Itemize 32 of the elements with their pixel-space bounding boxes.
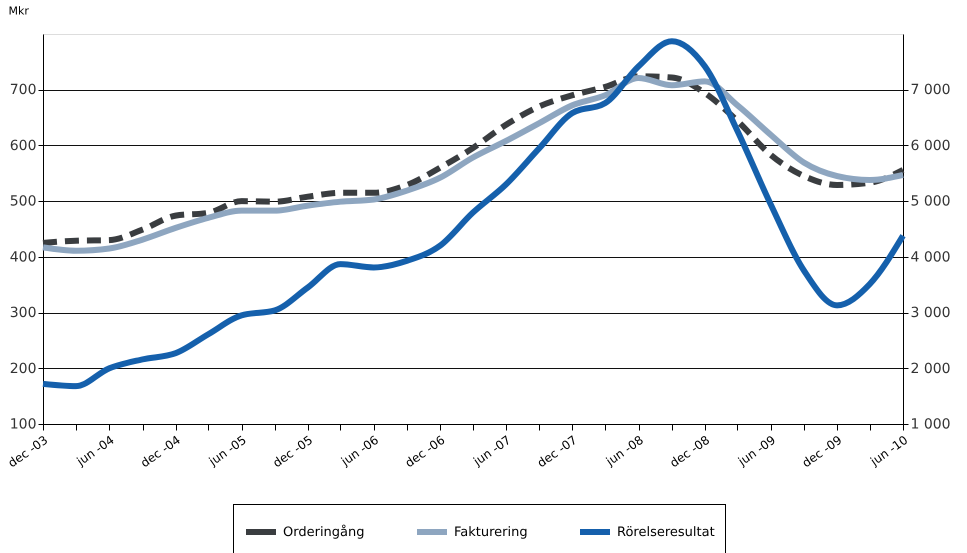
legend-label: Fakturering: [454, 525, 528, 540]
x-tick-label: dec -03: [5, 432, 50, 470]
y-tick-label: 100: [10, 416, 36, 432]
y2-tick-label: 7 000: [910, 82, 951, 98]
y-tick-label: 300: [10, 305, 36, 322]
x-tick-label: jun -06: [338, 432, 382, 469]
x-tick-label: dec -08: [667, 432, 712, 470]
x-tick-label: dec -06: [402, 432, 448, 470]
y2-tick-label: 6 000: [910, 138, 951, 154]
y-tick-label: 600: [10, 138, 36, 154]
x-tick-label: jun -07: [470, 432, 514, 469]
y2-tick-label: 3 000: [910, 305, 951, 322]
y2-tick-label: 5 000: [910, 194, 951, 210]
x-tick-label: jun -09: [734, 432, 778, 469]
y2-tick-label: 2 000: [910, 360, 951, 377]
y2-tick-label: 1 000: [910, 416, 951, 432]
x-tick-label: jun -08: [602, 432, 646, 469]
x-tick-label: jun -10: [867, 432, 910, 469]
x-tick-label: dec -09: [800, 432, 844, 470]
x-tick-label: dec -05: [270, 432, 316, 470]
y-tick-label: 400: [10, 249, 36, 266]
y-axis-title: Mkr: [8, 4, 30, 18]
x-tick-label: jun -05: [206, 432, 249, 469]
y2-tick-label: 4 000: [910, 249, 951, 266]
x-tick-label: jun -04: [73, 432, 117, 469]
y-tick-label: 700: [10, 82, 36, 98]
y-tick-label: 200: [10, 360, 36, 377]
legend-label: Rörelseresultat: [617, 525, 715, 540]
x-tick-label: dec -07: [534, 432, 580, 470]
legend-label: Orderingång: [283, 524, 365, 540]
y-tick-label: 500: [10, 194, 36, 210]
x-tick-label: dec -04: [138, 432, 183, 470]
